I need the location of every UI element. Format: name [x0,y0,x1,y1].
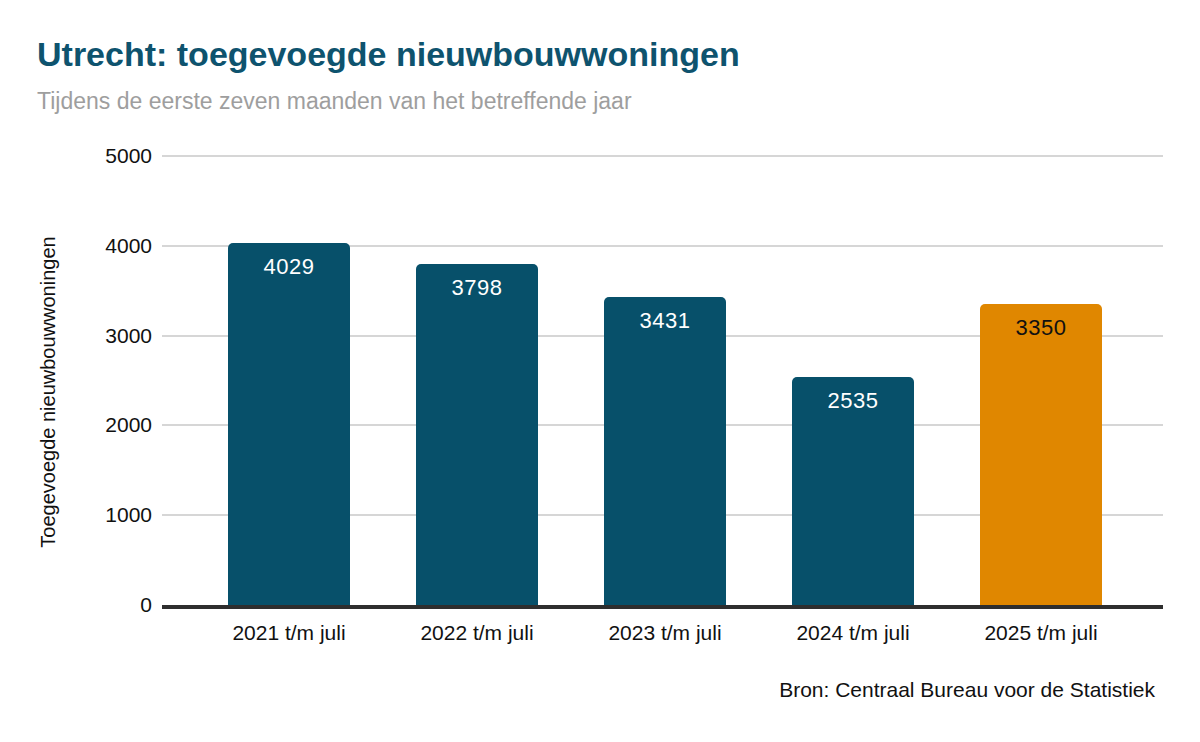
bar-2023-t-m-juli: 3431 [604,297,726,605]
bar-value-label: 4029 [228,243,350,280]
y-tick-label-2000: 2000 [0,413,152,437]
bar-value-label: 2535 [792,377,914,414]
x-tick-label-3: 2023 t/m juli [565,621,765,645]
bar-2022-t-m-juli: 3798 [416,264,538,605]
y-tick-label-3000: 3000 [0,324,152,348]
gridline-5000 [162,155,1163,157]
bar-2025-t-m-juli: 3350 [980,304,1102,605]
y-axis-title: Toegevoegde nieuwbouwwoningen [37,236,60,547]
x-axis-line [162,605,1163,609]
y-tick-label-5000: 5000 [0,144,152,168]
x-tick-label-2: 2022 t/m juli [377,621,577,645]
bar-value-label: 3350 [980,304,1102,341]
bar-2021-t-m-juli: 4029 [228,243,350,605]
bar-value-label: 3431 [604,297,726,334]
x-tick-label-1: 2021 t/m juli [189,621,389,645]
x-tick-label-4: 2024 t/m juli [753,621,953,645]
chart-subtitle: Tijdens de eerste zeven maanden van het … [37,88,632,115]
chart-page: Utrecht: toegevoegde nieuwbouwwoningen T… [0,0,1200,742]
source-credit: Bron: Centraal Bureau voor de Statistiek [779,678,1155,702]
chart-title: Utrecht: toegevoegde nieuwbouwwoningen [37,36,740,73]
y-tick-label-0: 0 [0,593,152,617]
bar-value-label: 3798 [416,264,538,301]
bar-2024-t-m-juli: 2535 [792,377,914,605]
y-tick-label-4000: 4000 [0,234,152,258]
y-tick-label-1000: 1000 [0,503,152,527]
x-tick-label-5: 2025 t/m juli [941,621,1141,645]
plot-area: 4029 3798 3431 2535 3350 [162,156,1163,605]
